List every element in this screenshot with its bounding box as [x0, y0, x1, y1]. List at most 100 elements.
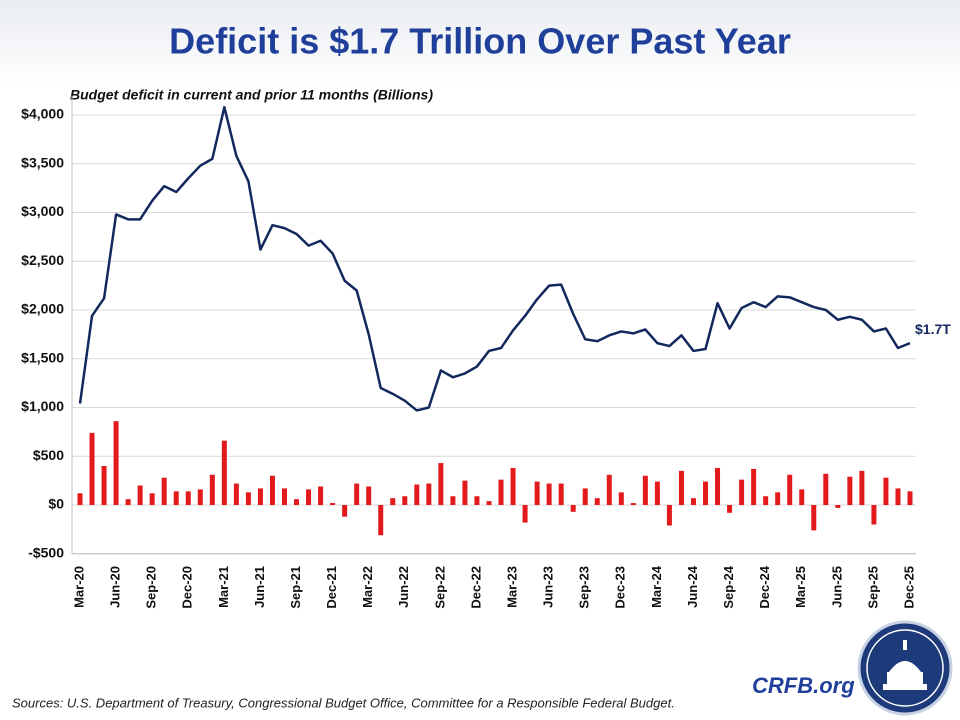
x-tick-label: Dec-21: [324, 566, 339, 609]
x-tick-label: Sep-24: [721, 565, 736, 608]
y-tick-label: $4,000: [21, 106, 64, 122]
source-note: Sources: U.S. Department of Treasury, Co…: [12, 695, 675, 710]
bar: [390, 498, 396, 505]
bar: [438, 463, 444, 505]
logo: [857, 620, 953, 716]
x-tick-label: Sep-25: [865, 566, 880, 609]
bar: [209, 474, 215, 505]
bar: [89, 432, 95, 505]
bar: [666, 505, 672, 526]
bar: [426, 483, 432, 505]
y-tick-label: $0: [48, 496, 64, 512]
bar: [534, 481, 540, 505]
y-tick-label: $2,500: [21, 252, 64, 268]
bar: [895, 488, 901, 505]
end-label: $1.7T: [915, 321, 951, 337]
bar: [558, 483, 564, 505]
bar: [582, 488, 588, 505]
x-tick-label: Dec-24: [757, 565, 772, 608]
bar: [859, 470, 865, 505]
bar: [715, 467, 721, 505]
x-tick-label: Mar-23: [504, 566, 519, 608]
x-tick-label: Dec-23: [613, 566, 628, 609]
bar: [245, 492, 251, 505]
bar: [306, 489, 312, 505]
chart-subtitle: Budget deficit in current and prior 11 m…: [70, 87, 433, 103]
bar: [462, 480, 468, 505]
bar: [402, 496, 408, 505]
x-tick-label: Mar-20: [71, 566, 86, 608]
bar: [294, 499, 300, 505]
bar: [414, 484, 420, 505]
bar: [450, 496, 456, 505]
bar: [739, 479, 745, 505]
bar: [137, 485, 143, 505]
bar: [366, 486, 372, 505]
line: [78, 105, 911, 412]
bar: [546, 483, 552, 505]
bar: [871, 505, 877, 525]
bar: [642, 475, 648, 505]
bar: [763, 496, 769, 505]
x-tick-label: Mar-25: [793, 566, 808, 608]
chart-title: Deficit is $1.7 Trillion Over Past Year: [169, 21, 791, 62]
x-tick-label: Jun-22: [396, 566, 411, 608]
x-tick-label: Mar-24: [649, 565, 664, 608]
bar: [618, 492, 624, 505]
x-tick-label: Mar-22: [360, 566, 375, 608]
x-tick-label: Sep-22: [432, 566, 447, 609]
bar: [281, 488, 287, 505]
bar: [775, 492, 781, 505]
y-tick-label: $3,000: [21, 203, 64, 219]
bar: [594, 498, 600, 505]
bar: [823, 473, 829, 505]
bar: [233, 483, 239, 505]
x-tick-label: Sep-21: [288, 566, 303, 609]
x-tick-label: Dec-22: [468, 566, 483, 609]
bar: [522, 505, 528, 523]
bar: [330, 503, 336, 505]
bar: [510, 467, 516, 505]
bar: [378, 505, 384, 536]
y-tick-label: $2,000: [21, 301, 64, 317]
bar: [678, 470, 684, 505]
x-tick-label: Jun-20: [108, 566, 123, 608]
bar: [318, 486, 324, 505]
bar: [690, 498, 696, 505]
bar: [269, 475, 275, 505]
bar: [799, 489, 805, 505]
bar: [173, 491, 179, 505]
x-tick-label: Mar-21: [216, 566, 231, 608]
bar: [835, 505, 841, 508]
bar: [883, 477, 889, 505]
bar: [811, 505, 817, 531]
bar: [703, 481, 709, 505]
y-tick-label: $1,000: [21, 398, 64, 414]
bar: [342, 505, 348, 517]
bar: [113, 421, 119, 505]
bar: [727, 505, 733, 513]
x-tick-label: Jun-23: [541, 566, 556, 608]
bar: [221, 440, 227, 505]
bar: [570, 505, 576, 512]
bar: [847, 476, 853, 505]
x-tick-label: Jun-24: [685, 565, 700, 608]
bar: [751, 468, 757, 505]
x-tick-label: Dec-25: [901, 566, 916, 609]
bar: [149, 493, 155, 505]
bar: [161, 477, 167, 505]
bar: [630, 503, 636, 505]
y-tick-label: $3,500: [21, 154, 64, 170]
bar: [354, 483, 360, 505]
bar: [486, 501, 492, 505]
bar: [101, 466, 107, 505]
bar: [125, 499, 131, 505]
bar: [907, 491, 913, 505]
bar: [197, 489, 203, 505]
y-tick-label: -$500: [28, 544, 64, 560]
y-tick-label: $500: [33, 447, 64, 463]
bar: [185, 491, 191, 505]
